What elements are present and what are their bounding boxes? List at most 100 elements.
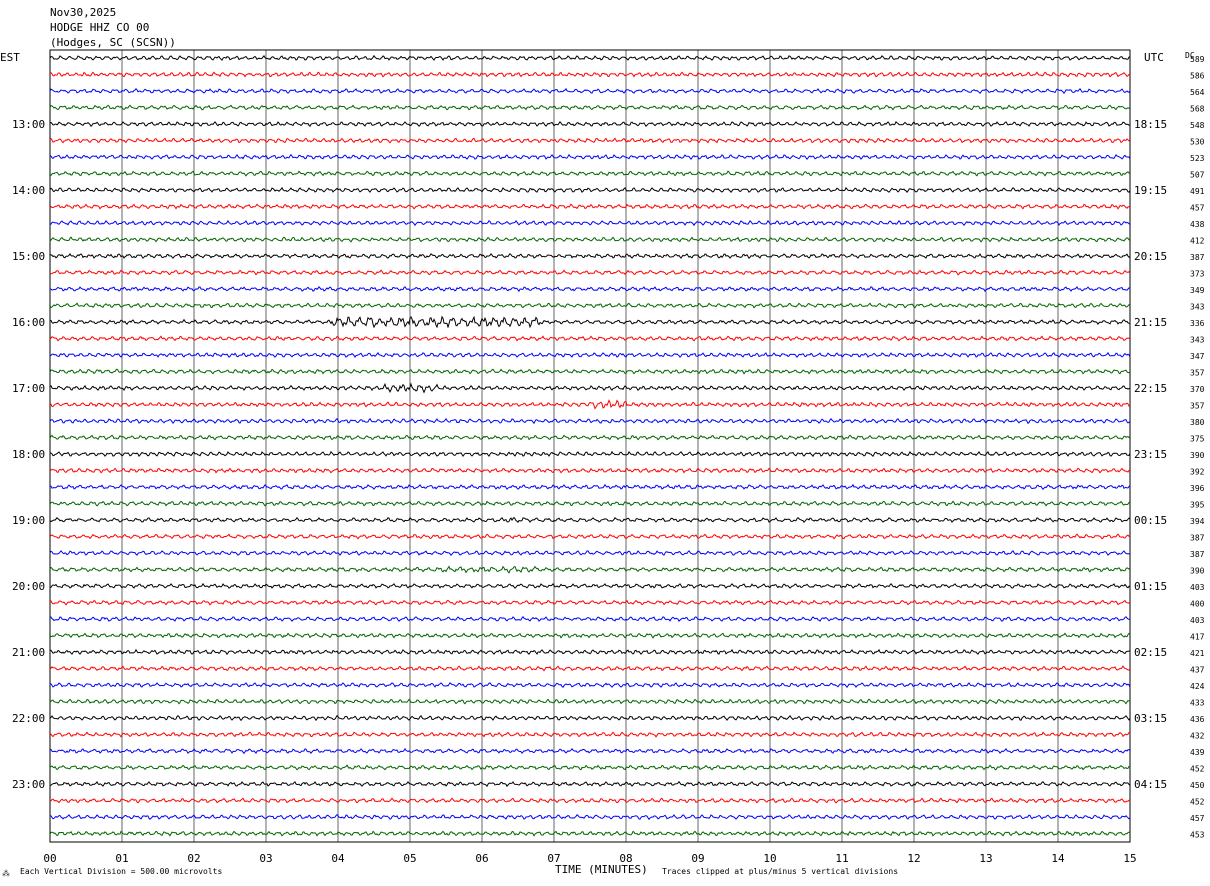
utc-hour-label: 19:15 bbox=[1134, 184, 1167, 197]
dc-offset-label: 438 bbox=[1190, 220, 1205, 229]
trace-31 bbox=[49, 565, 1131, 574]
trace-43 bbox=[49, 764, 1131, 771]
x-tick-label: 15 bbox=[1123, 852, 1136, 865]
dc-offset-label: 392 bbox=[1190, 468, 1205, 477]
dc-offset-label: 437 bbox=[1190, 666, 1205, 675]
utc-hour-label: 21:15 bbox=[1134, 316, 1167, 329]
station-label: HODGE HHZ CO 00 bbox=[50, 21, 149, 34]
x-axis-ticks: 00 01 02 03 04 05 06 07 08 09 10 11 12 13 14 15 bbox=[43, 852, 1136, 865]
dc-offset-label: 375 bbox=[1190, 435, 1205, 444]
dc-offset-label: 394 bbox=[1190, 517, 1205, 526]
est-hour-label: 20:00 bbox=[12, 580, 45, 593]
trace-11 bbox=[49, 236, 1131, 243]
x-tick-label: 13 bbox=[979, 852, 992, 865]
trace-42 bbox=[49, 747, 1131, 755]
trace-46 bbox=[50, 814, 1131, 821]
trace-37 bbox=[49, 665, 1131, 672]
trace-19 bbox=[49, 368, 1131, 375]
est-hour-label: 17:00 bbox=[12, 382, 45, 395]
trace-32 bbox=[50, 582, 1131, 589]
est-hour-labels: 13:00 14:00 15:00 16:00 17:00 18:00 19:00 20:00… bbox=[12, 118, 45, 791]
dc-offset-label: 421 bbox=[1190, 649, 1205, 658]
utc-hour-label: 20:15 bbox=[1134, 250, 1167, 263]
utc-hour-label: 03:15 bbox=[1134, 712, 1167, 725]
trace-3 bbox=[49, 104, 1131, 111]
minute-grid bbox=[121, 50, 1059, 842]
trace-14 bbox=[49, 285, 1131, 293]
trace-25 bbox=[49, 467, 1131, 474]
trace-27 bbox=[49, 500, 1131, 507]
est-hour-label: 13:00 bbox=[12, 118, 45, 131]
x-tick-label: 05 bbox=[403, 852, 416, 865]
dc-offset-label: 387 bbox=[1190, 534, 1205, 543]
trace-18 bbox=[49, 351, 1131, 359]
dc-offset-label: 436 bbox=[1190, 715, 1205, 724]
trace-15 bbox=[49, 302, 1131, 309]
x-tick-label: 14 bbox=[1051, 852, 1065, 865]
dc-offset-label: 453 bbox=[1190, 831, 1205, 840]
dc-offset-label: 564 bbox=[1190, 88, 1205, 97]
est-hour-label: 14:00 bbox=[12, 184, 45, 197]
date-label: Nov30,2025 bbox=[50, 6, 116, 19]
est-hour-label: 16:00 bbox=[12, 316, 45, 329]
trace-22 bbox=[49, 417, 1131, 425]
seismic-traces bbox=[49, 54, 1131, 837]
trace-26 bbox=[49, 483, 1131, 490]
dc-offset-label: 373 bbox=[1190, 270, 1205, 279]
x-tick-label: 11 bbox=[835, 852, 848, 865]
trace-35 bbox=[49, 632, 1131, 639]
dc-offset-label: 439 bbox=[1190, 748, 1205, 757]
utc-hour-label: 18:15 bbox=[1134, 118, 1167, 131]
dc-offset-label: 390 bbox=[1190, 567, 1205, 576]
dc-offset-label: 387 bbox=[1190, 253, 1205, 262]
x-tick-label: 01 bbox=[115, 852, 128, 865]
dc-offset-label: 450 bbox=[1190, 781, 1205, 790]
trace-13 bbox=[49, 269, 1131, 276]
trace-10 bbox=[49, 219, 1131, 227]
trace-33 bbox=[50, 599, 1131, 606]
dc-offset-label: 395 bbox=[1190, 501, 1205, 510]
dc-offset-label: 589 bbox=[1190, 55, 1205, 64]
dc-offset-label: 349 bbox=[1190, 286, 1205, 295]
dc-offset-label: 548 bbox=[1190, 121, 1205, 130]
location-label: (Hodges, SC (SCSN)) bbox=[50, 36, 176, 49]
trace-28 bbox=[49, 516, 1131, 523]
est-hour-label: 22:00 bbox=[12, 712, 45, 725]
trace-38 bbox=[50, 682, 1131, 689]
trace-5 bbox=[49, 137, 1131, 144]
trace-40 bbox=[49, 714, 1131, 722]
dc-offset-label: 457 bbox=[1190, 204, 1205, 213]
dc-offset-label: 417 bbox=[1190, 633, 1205, 642]
x-tick-label: 08 bbox=[619, 852, 632, 865]
est-axis-label: EST bbox=[0, 51, 20, 64]
est-hour-label: 15:00 bbox=[12, 250, 45, 263]
dc-offset-label: 400 bbox=[1190, 600, 1205, 609]
trace-34 bbox=[49, 616, 1131, 622]
utc-hour-label: 23:15 bbox=[1134, 448, 1167, 461]
trace-6 bbox=[49, 153, 1131, 161]
x-tick-label: 03 bbox=[259, 852, 272, 865]
x-tick-label: 02 bbox=[187, 852, 200, 865]
dc-offset-label: 433 bbox=[1190, 699, 1205, 708]
trace-17 bbox=[49, 335, 1131, 342]
utc-hour-label: 00:15 bbox=[1134, 514, 1167, 527]
dc-offset-label: 390 bbox=[1190, 451, 1205, 460]
trace-41 bbox=[49, 731, 1131, 738]
trace-36 bbox=[49, 648, 1131, 656]
dc-offset-label: 424 bbox=[1190, 682, 1205, 691]
trace-12 bbox=[49, 252, 1131, 259]
dc-offset-label: 568 bbox=[1190, 105, 1205, 114]
trace-20 bbox=[49, 382, 1131, 394]
utc-hour-label: 04:15 bbox=[1134, 778, 1167, 791]
trace-4 bbox=[49, 120, 1131, 127]
utc-hour-labels: 18:15 19:15 20:15 21:15 22:15 23:15 00:15 01:15… bbox=[1134, 118, 1167, 791]
dc-offset-label: 491 bbox=[1190, 187, 1205, 196]
utc-hour-label: 22:15 bbox=[1134, 382, 1167, 395]
dc-offset-label: 432 bbox=[1190, 732, 1205, 741]
dc-offset-label: 457 bbox=[1190, 814, 1205, 823]
dc-offset-label: 507 bbox=[1190, 171, 1205, 180]
dc-offset-label: 396 bbox=[1190, 484, 1205, 493]
plot-frame bbox=[49, 49, 1131, 843]
trace-29 bbox=[49, 533, 1131, 540]
x-tick-label: 00 bbox=[43, 852, 56, 865]
